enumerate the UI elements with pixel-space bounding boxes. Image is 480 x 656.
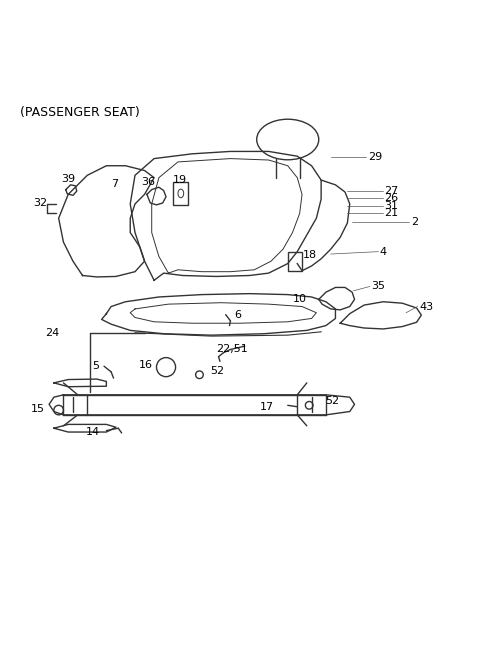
Text: 32: 32 [34,198,48,208]
Text: 35: 35 [371,281,385,291]
Text: 19: 19 [172,175,186,185]
Text: 29: 29 [368,152,382,162]
Text: 2: 2 [411,217,418,227]
Text: 43: 43 [419,302,433,312]
Text: 14: 14 [86,426,100,436]
Text: 5: 5 [92,361,99,371]
Text: 6: 6 [234,310,241,320]
Bar [288,252,302,271]
Text: 27: 27 [384,186,399,195]
Text: 15: 15 [31,404,45,414]
Text: 39: 39 [61,174,75,184]
Text: 22,51: 22,51 [216,344,248,354]
Text: 52: 52 [325,396,339,406]
Text: 16: 16 [139,359,153,370]
Text: 10: 10 [293,295,307,304]
Text: 4: 4 [380,247,387,256]
Text: 52: 52 [210,366,224,376]
Text: 17: 17 [260,401,275,412]
Bar [173,182,189,205]
Text: 31: 31 [384,201,398,211]
Text: 36: 36 [142,177,156,188]
Text: 26: 26 [384,194,399,203]
Text: 7: 7 [111,179,119,189]
Text: 18: 18 [303,251,317,260]
Text: (PASSENGER SEAT): (PASSENGER SEAT) [21,106,140,119]
Text: 21: 21 [384,209,399,218]
Text: 24: 24 [45,328,60,338]
